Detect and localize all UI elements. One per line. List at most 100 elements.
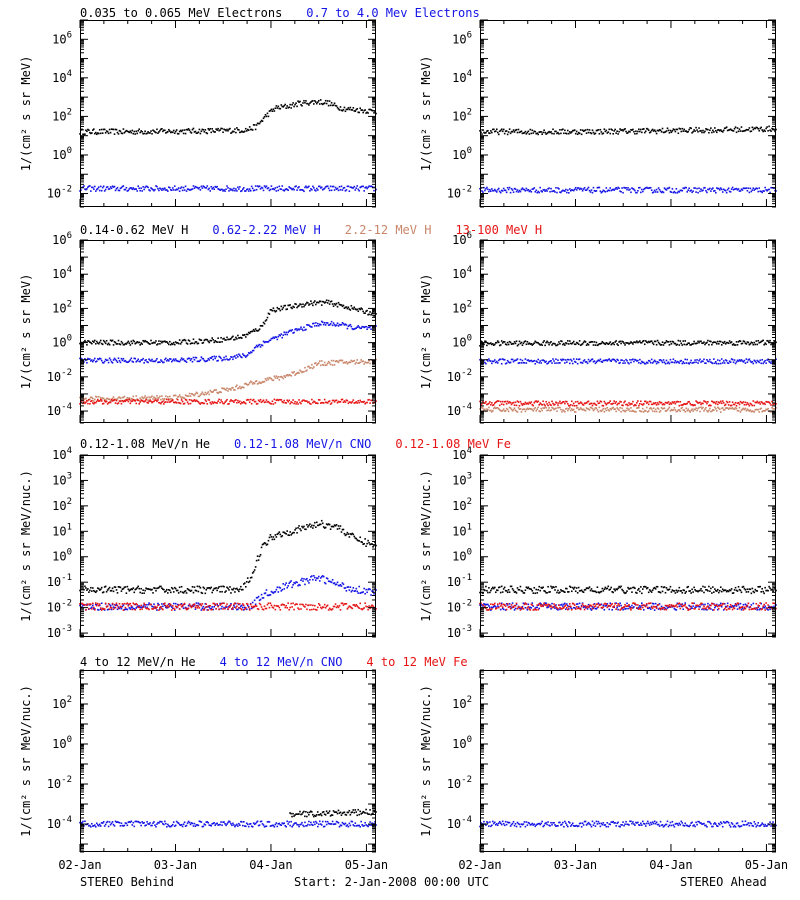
data-point [552,407,554,410]
data-point [600,410,603,413]
data-point [602,407,605,410]
data-point [549,403,551,406]
data-point [364,312,366,314]
data-point [269,534,272,536]
data-point [185,607,188,610]
data-point [639,130,641,133]
data-point [679,410,682,413]
data-point [111,400,114,402]
data-point [278,308,281,310]
data-point [711,188,713,190]
data-point [636,360,638,362]
data-point [641,360,643,363]
data-point [605,187,608,189]
data-point [352,187,355,189]
data-point [736,127,739,129]
data-point [135,607,138,609]
data-point [349,533,352,535]
data-point [132,587,135,589]
legend-row-helium-high: 4 to 12 MeV/n He 4 to 12 MeV/n CNO 4 to 12… [80,655,468,669]
data-point [303,326,305,329]
data-point [551,190,553,193]
data-point [340,531,343,533]
data-point [698,359,700,362]
data-point [252,189,255,192]
data-point [103,399,106,401]
data-point [556,132,558,135]
data-point [307,186,309,189]
data-point [159,402,161,404]
data-point [238,387,240,389]
data-point [258,400,261,403]
data-point [100,400,103,402]
data-point [268,401,271,404]
data-point [587,344,590,346]
data-point [714,401,716,404]
data-point [735,341,738,343]
data-point [283,531,286,534]
data-point [144,339,146,342]
data-point [714,341,716,343]
data-point [135,130,138,133]
data-point [735,187,738,190]
data-point [506,133,509,136]
data-point [118,359,121,362]
data-point [582,408,585,411]
data-point [165,606,167,609]
data-point [246,577,249,579]
data-point [299,189,301,191]
data-point [248,580,251,583]
data-point [181,189,184,192]
data-point [723,127,726,130]
data-point [652,402,655,404]
data-point [265,544,268,546]
data-point [239,354,241,357]
data-point [308,324,310,327]
data-point [703,410,705,412]
data-point [741,130,744,133]
data-point [664,188,667,191]
data-point [636,407,638,409]
data-point [614,359,616,362]
data-point [153,341,155,344]
data-point [217,604,219,607]
data-point [188,189,191,191]
data-point [190,399,193,401]
data-point [319,323,322,326]
data-point [318,399,321,401]
data-point [287,400,289,403]
data-point [606,342,609,345]
data-point [366,309,368,312]
data-point [489,359,491,362]
data-point [193,187,196,189]
data-point [679,189,682,192]
data-point [94,190,97,192]
data-point [620,411,622,413]
data-point [523,408,526,410]
data-point [760,340,762,343]
data-point [273,337,276,339]
data-point [302,303,304,306]
data-point [668,406,671,409]
data-point [342,304,345,307]
data-point [613,189,615,191]
data-point [740,359,743,361]
data-point [264,320,267,322]
data-point [554,343,556,345]
data-point [288,106,290,109]
data-point [284,532,287,535]
data-point [95,396,98,398]
data-point [612,402,614,405]
data-point [547,404,549,407]
data-point [268,110,271,112]
data-point [273,398,276,401]
data-point [273,375,276,378]
data-point [697,407,699,410]
data-point [522,402,525,405]
data-point [145,132,147,135]
data-point [101,403,104,405]
y-tick-label: 102 [452,299,472,315]
data-point [356,359,359,361]
data-point [147,342,149,344]
data-point [749,343,752,345]
